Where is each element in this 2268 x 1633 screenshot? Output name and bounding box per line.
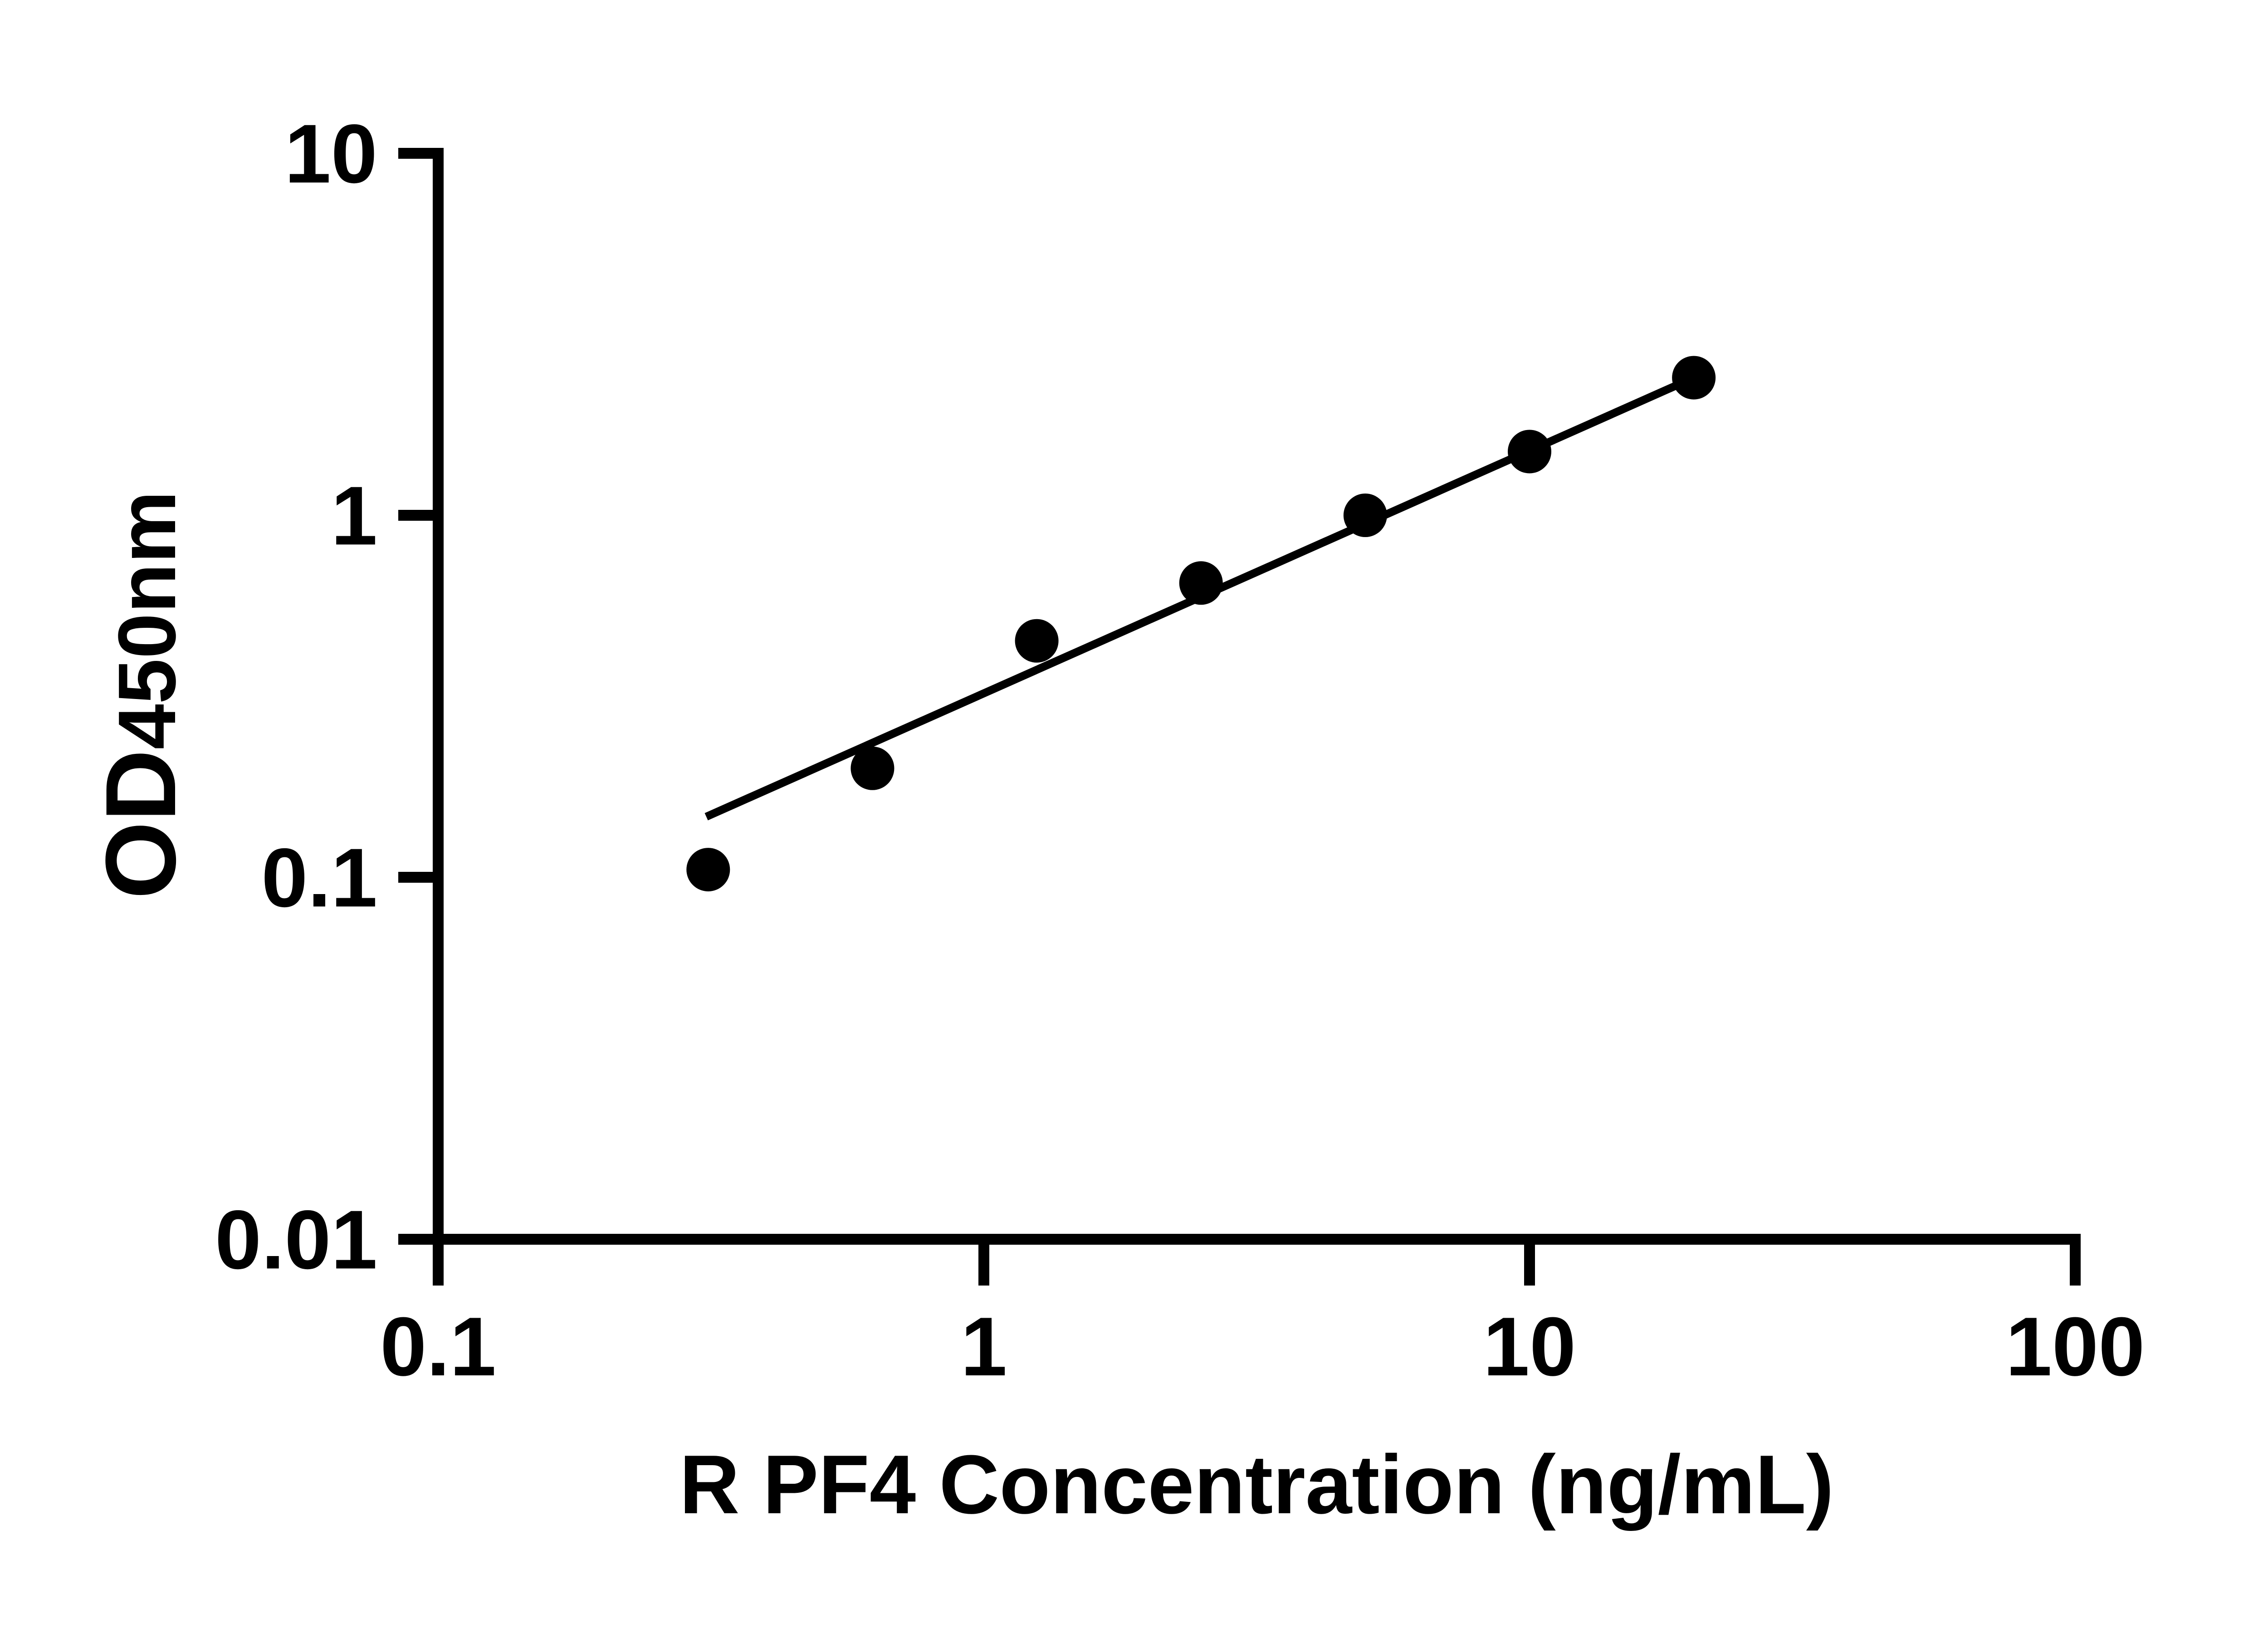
data-point-10ng-ml <box>1508 430 1551 474</box>
y-tick-label-1: 1 <box>331 469 377 562</box>
data-point-20ng-ml <box>1672 356 1716 400</box>
y-tick-label-0.01: 0.01 <box>215 1193 377 1286</box>
x-axis-title-text: R PF4 Concentration (ng/mL) <box>679 1437 1834 1531</box>
od-wavelength-subscript: 450nm <box>101 490 193 750</box>
y-tick-label-0.1: 0.1 <box>261 831 377 924</box>
x-axis-title: R PF4 Concentration (ng/mL) <box>679 1442 1834 1526</box>
data-point-2.5ng-ml <box>1179 561 1223 605</box>
x-tick-label-0.1: 0.1 <box>380 1300 496 1393</box>
y-axis-title: OD450nm <box>84 490 197 899</box>
y-tick-label-10: 10 <box>284 107 377 200</box>
axis-line <box>433 148 2081 1245</box>
x-tick-label-10: 10 <box>1483 1300 1576 1393</box>
data-point-0.625ng-ml <box>850 746 894 790</box>
od-label: OD <box>84 749 197 900</box>
data-point-0.3125ng-ml <box>686 848 730 892</box>
x-tick-label-100: 100 <box>2006 1300 2145 1393</box>
data-point-5ng-ml <box>1343 494 1387 537</box>
x-tick-label-1: 1 <box>961 1300 1007 1393</box>
data-point-1.25ng-ml <box>1015 619 1059 663</box>
